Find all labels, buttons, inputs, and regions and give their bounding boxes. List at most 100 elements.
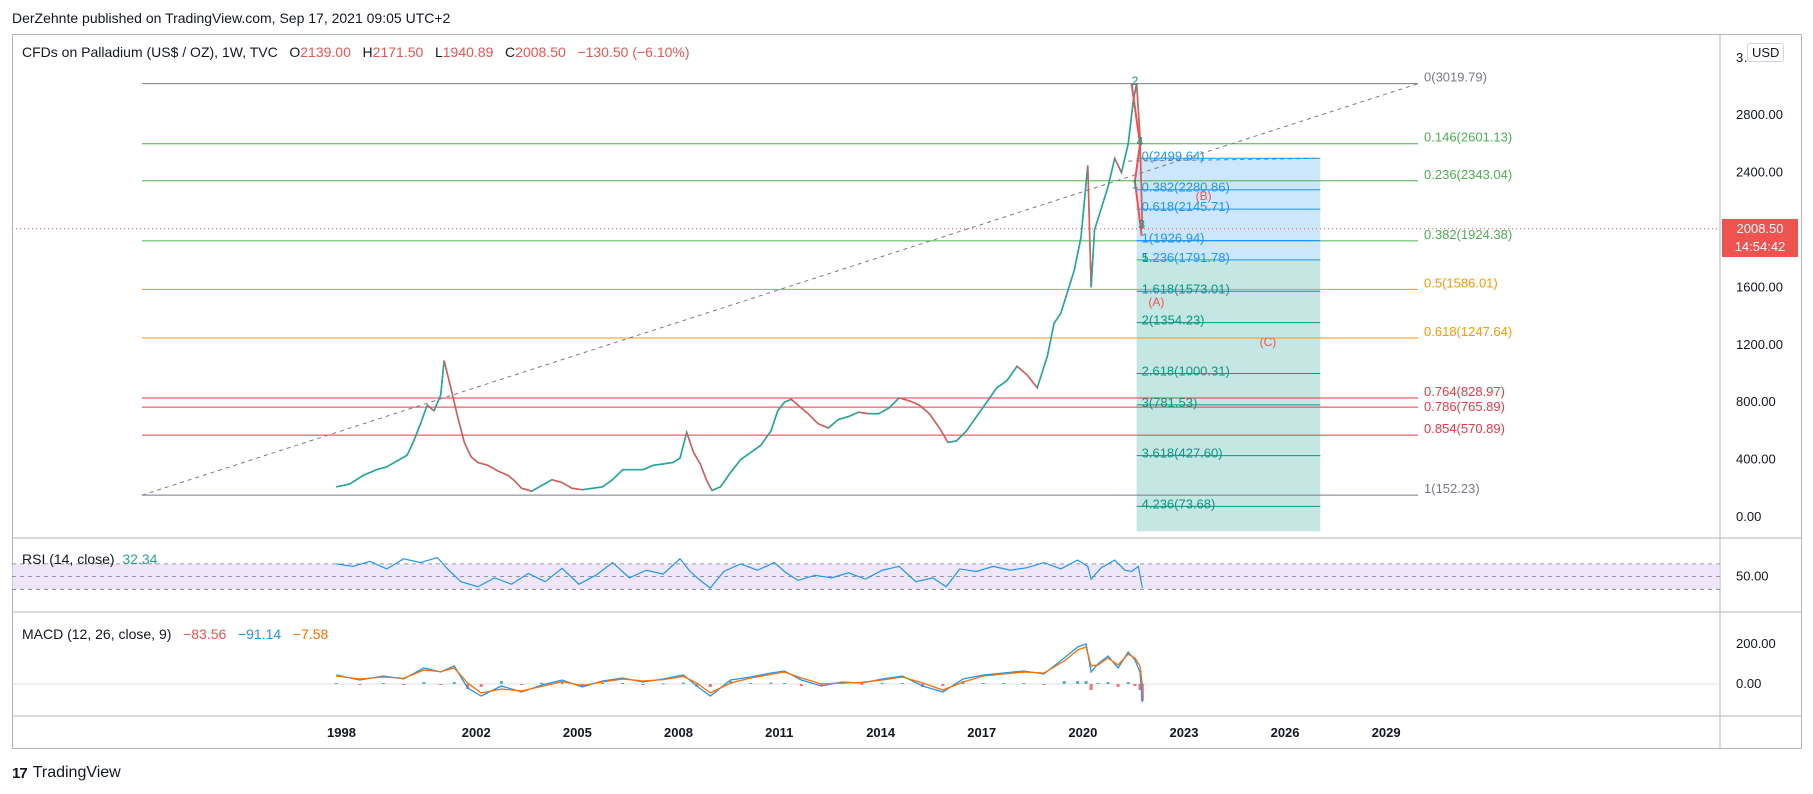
macd-histogram-bar	[799, 684, 803, 686]
price-segment	[1083, 165, 1089, 202]
fib-extension-label: 1(1926.94)	[1142, 230, 1205, 245]
macd-histogram-bar	[479, 684, 483, 687]
high-label: H	[362, 44, 373, 60]
time-axis-label: 2029	[1372, 725, 1401, 740]
price-segment	[784, 398, 792, 403]
rsi-value: 32.34	[122, 551, 158, 567]
price-segment	[507, 474, 516, 482]
publish-header: DerZehnte published on TradingView.com, …	[12, 10, 451, 26]
price-segment	[433, 394, 442, 412]
price-segment	[706, 480, 713, 491]
macd-histogram-bar	[880, 683, 884, 684]
price-segment	[592, 486, 603, 489]
macd-histogram-bar	[580, 684, 584, 686]
macd-value: −91.14	[237, 626, 282, 642]
price-segment	[692, 452, 701, 465]
price-segment	[1036, 356, 1048, 389]
macd-histogram-bar	[1096, 683, 1100, 684]
price-series-line	[336, 83, 1144, 493]
wave-label: (C)	[1260, 335, 1277, 349]
time-axis-label: 2014	[866, 725, 896, 740]
macd-histogram-bar	[749, 683, 753, 684]
price-segment	[770, 410, 779, 432]
price-segment	[848, 411, 859, 418]
price-segment	[975, 401, 988, 417]
price-segment	[827, 418, 839, 429]
price-segment	[386, 460, 398, 468]
fib-retracement-label: 0.618(1247.64)	[1424, 324, 1512, 339]
macd-label[interactable]: MACD (12, 26, close, 9)	[22, 626, 172, 642]
price-segment	[521, 487, 532, 492]
price-segment	[396, 454, 408, 462]
macd-hist-value: −83.56	[183, 626, 227, 642]
fib-extension-label: 1.236(1791.78)	[1142, 250, 1230, 265]
price-segment	[1114, 157, 1123, 173]
macd-axis-label: 0.00	[1736, 676, 1761, 691]
price-segment	[419, 404, 428, 424]
price-segment	[938, 427, 949, 443]
macd-histogram-bar	[499, 681, 503, 684]
price-segment	[790, 398, 799, 406]
rsi-label[interactable]: RSI (14, close)	[22, 551, 115, 567]
time-axis-label: 2002	[462, 725, 491, 740]
macd-histogram-bar	[1133, 684, 1137, 686]
rsi-band	[12, 563, 1720, 590]
wave-label: (A)	[1148, 295, 1164, 309]
price-segment	[541, 479, 553, 487]
macd-histogram-bar	[820, 684, 824, 686]
macd-signal-value: −7.58	[292, 626, 329, 642]
macd-histogram-bar	[782, 683, 786, 684]
price-segment	[440, 360, 445, 396]
price-segment	[514, 480, 523, 489]
fib-retracement-label: 0.382(1924.38)	[1424, 227, 1512, 242]
price-axis-label: 2400.00	[1736, 165, 1783, 180]
footer-brand[interactable]: TradingView	[32, 764, 121, 781]
fib-extension-label: 3(781.53)	[1142, 395, 1198, 410]
fib-retracement-label: 0.5(1586.01)	[1424, 275, 1498, 290]
price-segment	[456, 416, 465, 443]
macd-legend: MACD (12, 26, close, 9) −83.56 −91.14 −7…	[22, 626, 328, 642]
price-axis-label: 1200.00	[1736, 337, 1783, 352]
wave-label: 5	[1142, 251, 1149, 265]
last-price: 2008.50	[1736, 221, 1784, 236]
macd-histogram-bar	[1106, 682, 1110, 684]
price-segment	[470, 456, 479, 464]
macd-histogram-bar	[661, 683, 665, 685]
tradingview-logo-icon[interactable]: 17	[12, 764, 28, 782]
price-segment	[898, 397, 910, 402]
open-label: O	[289, 44, 301, 60]
wave-label: 2	[1132, 74, 1139, 88]
price-segment	[760, 430, 772, 446]
footer: 17 TradingView	[12, 764, 121, 782]
price-segment	[1046, 323, 1055, 357]
price-segment	[443, 360, 452, 389]
macd-histogram-bar	[358, 684, 362, 685]
price-segment	[817, 423, 829, 429]
price-segment	[1120, 143, 1129, 173]
macd-histogram-bar	[422, 682, 426, 684]
price-segment	[561, 481, 573, 489]
price-segment	[711, 486, 721, 492]
fib-retracement-label: 0(3019.79)	[1424, 70, 1487, 85]
currency-badge[interactable]: USD	[1747, 43, 1785, 62]
macd-histogram-bar	[769, 682, 773, 684]
price-segment	[1080, 201, 1086, 238]
time-axis-label: 2005	[563, 725, 592, 740]
symbol-label[interactable]: CFDs on Palladium (US$ / OZ), 1W, TVC	[22, 44, 278, 60]
macd-histogram-bar	[381, 683, 385, 684]
rsi-line	[336, 556, 1143, 589]
price-segment	[612, 469, 624, 481]
price-segment	[652, 463, 664, 467]
price-segment	[450, 387, 459, 417]
price-segment	[642, 464, 654, 471]
price-segment	[362, 469, 377, 477]
price-axis-label: 1600.00	[1736, 279, 1783, 294]
price-segment	[740, 451, 752, 461]
price-segment	[686, 432, 695, 453]
chart-frame	[12, 34, 1802, 749]
macd-histogram-bar	[540, 682, 544, 684]
price-segment	[679, 432, 688, 459]
wave-label: 4	[1137, 134, 1144, 148]
price-segment	[838, 415, 849, 421]
